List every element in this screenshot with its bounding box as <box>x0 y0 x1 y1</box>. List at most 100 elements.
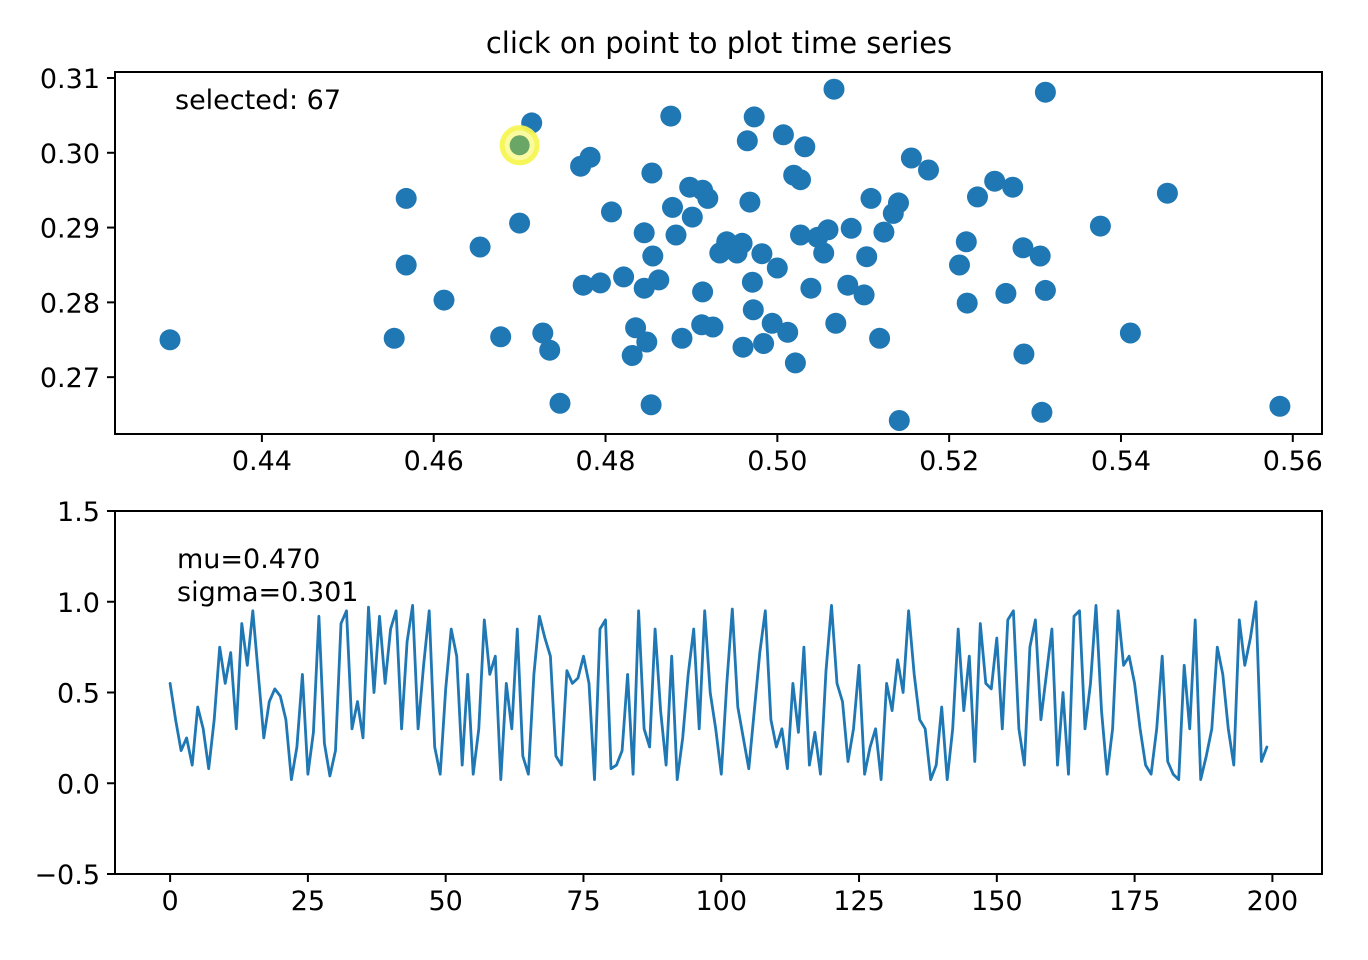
y-tick-label: 0.27 <box>40 363 100 394</box>
scatter-point[interactable] <box>882 202 904 224</box>
scatter-point[interactable] <box>1156 182 1178 204</box>
scatter-point[interactable] <box>967 186 988 208</box>
scatter-point[interactable] <box>1089 215 1111 237</box>
scatter-point[interactable] <box>613 266 635 288</box>
scatter-point[interactable] <box>539 339 561 361</box>
scatter-point[interactable] <box>823 78 845 100</box>
scatter-point[interactable] <box>840 217 862 239</box>
scatter-point[interactable] <box>794 136 816 158</box>
scatter-point[interactable] <box>1269 395 1291 417</box>
scatter-point[interactable] <box>490 326 512 348</box>
scatter-point[interactable] <box>888 410 910 431</box>
scatter-point[interactable] <box>790 169 811 191</box>
scatter-point[interactable] <box>660 105 682 127</box>
scatter-point[interactable] <box>784 352 806 374</box>
scatter-point[interactable] <box>860 187 882 209</box>
scatter-point[interactable] <box>900 147 922 169</box>
selected-scatter-point[interactable] <box>509 135 530 156</box>
scatter-point[interactable] <box>697 187 719 209</box>
scatter-point[interactable] <box>159 329 181 351</box>
scatter-point[interactable] <box>853 284 875 306</box>
x-tick-label: 175 <box>1109 886 1161 917</box>
mu-annotation: mu=0.470 <box>177 544 320 575</box>
scatter-point[interactable] <box>1034 81 1056 103</box>
scatter-point[interactable] <box>772 124 794 146</box>
scatter-point[interactable] <box>1002 176 1024 198</box>
scatter-point[interactable] <box>739 191 761 213</box>
scatter-point[interactable] <box>601 201 622 223</box>
scatter-point[interactable] <box>549 392 571 414</box>
scatter-point[interactable] <box>395 187 417 209</box>
x-tick-label: 75 <box>566 886 600 917</box>
scatter-point[interactable] <box>383 327 405 349</box>
scatter-point[interactable] <box>800 277 822 299</box>
scatter-point[interactable] <box>873 221 895 243</box>
scatter-point[interactable] <box>777 321 799 343</box>
scatter-point[interactable] <box>625 317 647 339</box>
scatter-point[interactable] <box>1034 279 1056 301</box>
scatter-point[interactable] <box>743 106 765 128</box>
scatter-point[interactable] <box>742 299 764 321</box>
scatter-point[interactable] <box>641 162 663 184</box>
scatter-point[interactable] <box>869 327 891 349</box>
x-tick-label: 200 <box>1247 886 1299 917</box>
scatter-point[interactable] <box>761 312 783 334</box>
scatter-point[interactable] <box>732 336 754 358</box>
scatter-point[interactable] <box>509 212 531 234</box>
scatter-point[interactable] <box>665 224 687 246</box>
scatter-point[interactable] <box>636 331 658 353</box>
scatter-point[interactable] <box>825 312 847 334</box>
scatter-point[interactable] <box>956 292 978 314</box>
scatter-point[interactable] <box>395 254 417 276</box>
scatter-point[interactable] <box>681 206 703 228</box>
scatter-point[interactable] <box>469 236 491 258</box>
scatter-point[interactable] <box>1031 401 1053 423</box>
x-tick-label: 125 <box>833 886 885 917</box>
scatter-point[interactable] <box>572 274 594 296</box>
scatter-point[interactable] <box>1119 322 1141 344</box>
scatter-point[interactable] <box>1013 343 1035 365</box>
scatter-point[interactable] <box>726 242 748 264</box>
scatter-point[interactable] <box>1029 245 1051 267</box>
scatter-point[interactable] <box>766 257 788 279</box>
scatter-point[interactable] <box>662 196 683 218</box>
scatter-point[interactable] <box>837 274 859 296</box>
selected-point-group <box>499 125 540 166</box>
scatter-point[interactable] <box>633 222 655 244</box>
scatter-point[interactable] <box>753 333 775 354</box>
scatter-point[interactable] <box>790 224 811 246</box>
scatter-point[interactable] <box>955 231 977 253</box>
scatter-point[interactable] <box>532 322 554 344</box>
scatter-axes-decorations: 0.44 0.46 0.48 0.50 0.52 0.54 0.56 0.27 0.28 0.29… <box>40 64 1323 477</box>
scatter-point[interactable] <box>640 394 662 416</box>
scatter-point[interactable] <box>741 271 763 293</box>
scatter-point[interactable] <box>1012 237 1034 259</box>
y-tick-label: 0.28 <box>40 288 100 319</box>
scatter-point[interactable] <box>918 159 939 181</box>
scatter-point[interactable] <box>984 170 1006 192</box>
x-tick-label: 100 <box>695 886 747 917</box>
scatter-point[interactable] <box>856 246 878 268</box>
scatter-point[interactable] <box>813 242 835 264</box>
scatter-point[interactable] <box>736 130 758 152</box>
x-tick-label: 25 <box>291 886 325 917</box>
scatter-point[interactable] <box>642 245 664 267</box>
timeseries-line <box>168 600 1269 781</box>
scatter-point[interactable] <box>579 146 601 168</box>
y-tick-label: 1.5 <box>57 497 100 528</box>
scatter-point[interactable] <box>949 254 970 276</box>
scatter-point[interactable] <box>702 316 724 338</box>
scatter-point[interactable] <box>589 272 611 294</box>
scatter-point[interactable] <box>995 282 1017 304</box>
scatter-point[interactable] <box>709 242 731 264</box>
scatter-point[interactable] <box>751 243 773 265</box>
scatter-point[interactable] <box>648 269 670 291</box>
y-tick-label: −0.5 <box>34 860 100 891</box>
scatter-point[interactable] <box>671 327 693 349</box>
scatter-point[interactable] <box>621 345 643 366</box>
scatter-axes-frame <box>114 71 1323 435</box>
scatter-point[interactable] <box>692 281 714 303</box>
scatter-point[interactable] <box>433 289 455 311</box>
scatter-point[interactable] <box>817 219 839 241</box>
y-tick-label: 1.0 <box>57 588 100 619</box>
